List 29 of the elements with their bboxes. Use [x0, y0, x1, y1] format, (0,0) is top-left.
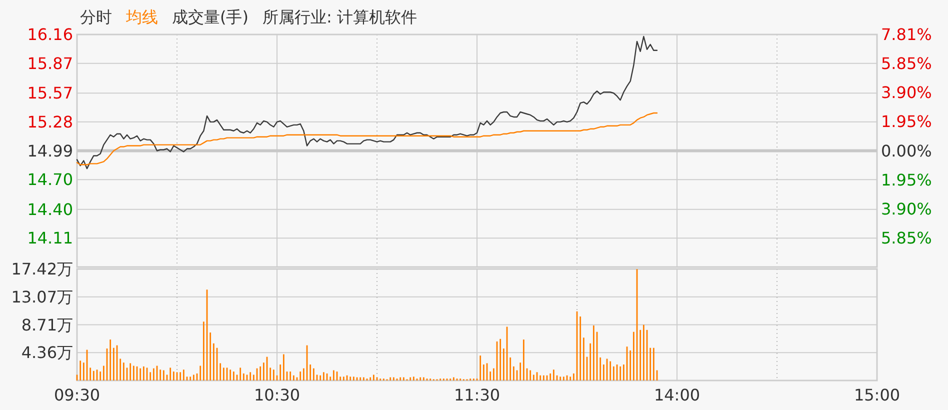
- y2-tick-label: 5.85%: [881, 54, 932, 74]
- x-tick-label: 11:30: [454, 386, 500, 404]
- y-tick-label: 14.99: [27, 141, 73, 160]
- y2-tick-label: 5.85%: [881, 228, 932, 248]
- y-tick-label: 15.28: [27, 112, 73, 132]
- y-tick-label: 4.36万: [21, 343, 73, 362]
- y2-tick-label: 7.81%: [881, 25, 932, 44]
- subtitle: 所属行业: 计算机软件: [262, 8, 417, 26]
- y-tick-label: 14.11: [27, 228, 73, 248]
- y-tick-label: 17.42万: [11, 260, 73, 278]
- annotation: 成交量(手): [172, 8, 248, 26]
- x-tick-label: 15:00: [854, 386, 900, 404]
- y2-tick-label: 3.90%: [881, 83, 932, 102]
- x-tick-label: 09:30: [54, 386, 100, 404]
- y2-tick-label: 1.95%: [881, 170, 932, 190]
- x-tick-label: 10:30: [254, 386, 300, 404]
- y-tick-label: 13.07万: [11, 287, 73, 306]
- legend: 分时: [80, 8, 112, 26]
- y2-tick-label: 1.95%: [881, 112, 932, 132]
- legend: 均线: [126, 8, 158, 26]
- y-tick-label: 15.57: [27, 84, 73, 103]
- y2-tick-label: 0.00%: [881, 141, 932, 160]
- y2-tick-label: 3.90%: [881, 199, 932, 218]
- x-tick-label: 14:00: [654, 386, 700, 404]
- y-tick-label: 14.40: [27, 200, 73, 219]
- y-tick-label: 8.71万: [21, 315, 73, 334]
- y-tick-label: 16.16: [27, 25, 73, 44]
- y-tick-label: 14.70: [27, 170, 73, 190]
- y-tick-label: 15.87: [27, 54, 73, 73]
